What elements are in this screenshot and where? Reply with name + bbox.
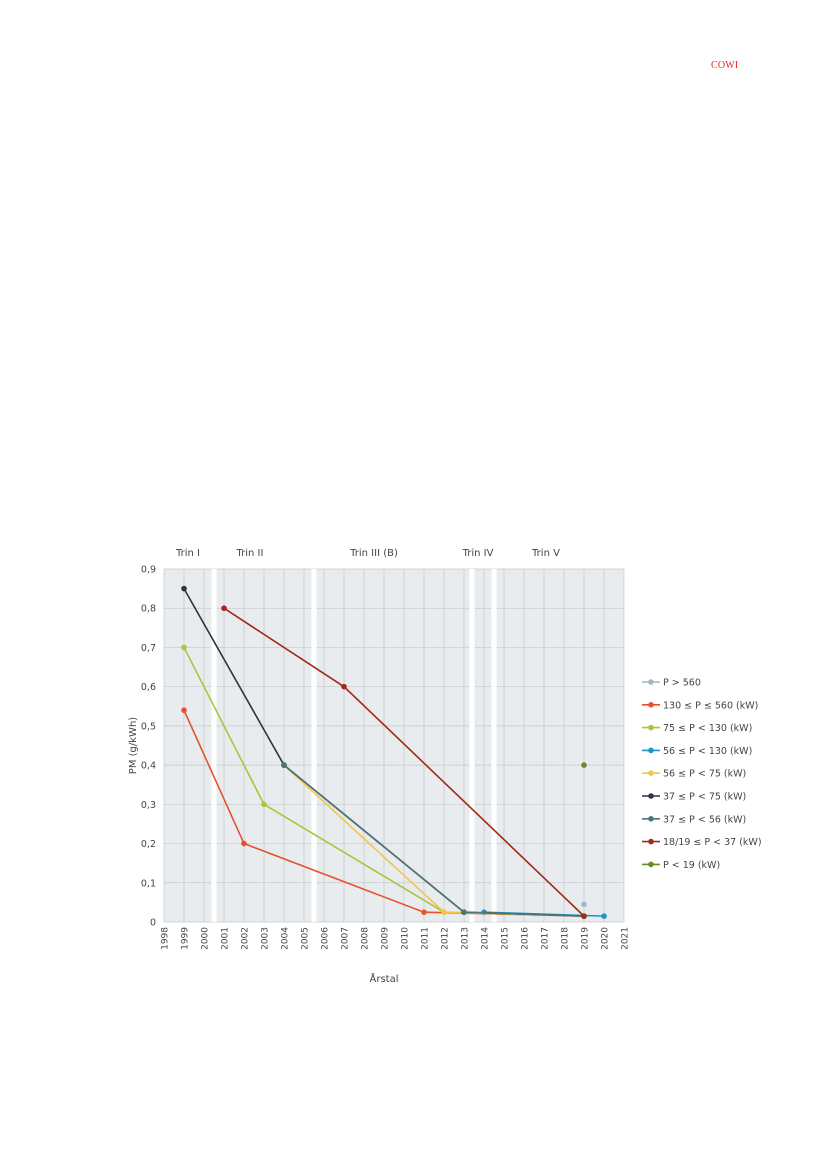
stage-separator: [491, 569, 497, 922]
x-tick-label: 2001: [221, 927, 231, 950]
legend-item: 130 ≤ P ≤ 560 (kW): [642, 700, 758, 711]
stage-label: Trin V: [531, 548, 560, 559]
x-tick-label: 2015: [501, 927, 511, 950]
x-tick-label: 2002: [241, 927, 251, 950]
data-point: [341, 683, 347, 690]
x-tick-label: 2017: [541, 927, 551, 950]
y-tick-label: 0,1: [141, 878, 156, 889]
y-tick-label: 0,9: [141, 565, 156, 576]
x-tick-label: 1999: [181, 927, 191, 950]
data-point: [581, 762, 587, 768]
legend-label: 37 ≤ P < 75 (kW): [663, 792, 746, 803]
legend-swatch-marker: [648, 770, 654, 776]
x-tick-label: 2016: [521, 927, 531, 950]
y-tick-label: 0,7: [141, 643, 156, 654]
x-tick-label: 2021: [621, 927, 631, 950]
y-tick-label: 0,3: [141, 800, 156, 811]
legend-swatch-marker: [648, 747, 654, 754]
legend-swatch-marker: [648, 724, 654, 731]
x-tick-label: 2008: [361, 927, 371, 950]
legend-label: 130 ≤ P ≤ 560 (kW): [663, 700, 758, 711]
data-point: [281, 762, 287, 768]
y-tick-label: 0,6: [141, 682, 156, 693]
stage-separator: [311, 569, 317, 922]
data-point: [581, 901, 587, 908]
x-tick-label: 2003: [261, 927, 271, 950]
x-tick-label: 2014: [481, 927, 491, 950]
legend-label: P > 560: [663, 678, 701, 689]
legend-item: 56 ≤ P < 130 (kW): [642, 746, 752, 757]
legend-item: 56 ≤ P < 75 (kW): [642, 769, 746, 780]
data-point: [181, 644, 187, 651]
x-tick-label: 2004: [281, 927, 291, 950]
x-tick-label: 2005: [301, 927, 311, 950]
legend-label: 18/19 ≤ P < 37 (kW): [663, 837, 762, 848]
plot-area: [164, 569, 624, 922]
legend-label: 75 ≤ P < 130 (kW): [663, 723, 752, 734]
legend-swatch-marker: [648, 838, 654, 845]
x-tick-label: 2019: [581, 927, 591, 950]
y-tick-label: 0,5: [141, 721, 156, 732]
legend-label: 37 ≤ P < 56 (kW): [663, 814, 746, 825]
legend-label: 56 ≤ P < 130 (kW): [663, 746, 752, 757]
x-axis-title: Årstal: [370, 972, 399, 985]
x-tick-label: 2010: [401, 927, 411, 950]
stage-label: Trin IV: [462, 548, 494, 559]
legend-swatch-marker: [648, 793, 654, 799]
stage-label: Trin II: [236, 548, 264, 559]
data-point: [181, 585, 187, 592]
data-point: [261, 801, 267, 808]
data-point: [241, 840, 247, 847]
legend-item: 37 ≤ P < 56 (kW): [642, 814, 746, 825]
legend-swatch-marker: [648, 861, 654, 868]
y-tick-label: 0: [150, 918, 156, 929]
data-point: [461, 909, 467, 915]
data-point: [441, 909, 447, 915]
x-tick-label: 2000: [201, 927, 211, 950]
legend-item: P > 560: [642, 678, 701, 689]
company-logo: COWI: [711, 60, 739, 71]
stage-label: Trin III (B): [349, 548, 398, 559]
y-axis-title: PM (g/kWh): [128, 717, 139, 774]
data-point: [581, 913, 587, 919]
data-point: [181, 707, 187, 713]
stage-separator: [469, 569, 475, 922]
stage-separator: [211, 569, 217, 922]
x-tick-label: 2018: [561, 927, 571, 950]
x-tick-label: 2007: [341, 927, 351, 950]
stage-label: Trin I: [175, 548, 200, 559]
x-tick-label: 2009: [381, 927, 391, 950]
legend-swatch-marker: [648, 679, 654, 685]
legend-swatch-marker: [648, 702, 654, 708]
y-tick-label: 0,2: [141, 839, 156, 850]
legend-label: 56 ≤ P < 75 (kW): [663, 769, 746, 780]
x-tick-label: 2013: [461, 927, 471, 950]
data-point: [601, 913, 607, 919]
y-tick-label: 0,8: [141, 604, 156, 615]
x-tick-label: 2011: [421, 927, 431, 950]
data-point: [421, 909, 427, 915]
x-tick-label: 2020: [601, 927, 611, 950]
legend-item: P < 19 (kW): [642, 860, 720, 871]
x-tick-label: 2006: [321, 927, 331, 950]
x-tick-label: 1998: [161, 927, 171, 950]
legend-item: 37 ≤ P < 75 (kW): [642, 792, 746, 803]
y-tick-label: 0,4: [141, 761, 156, 772]
data-point: [221, 605, 227, 612]
legend-swatch-marker: [648, 816, 654, 822]
legend-item: 75 ≤ P < 130 (kW): [642, 723, 752, 734]
legend-label: P < 19 (kW): [663, 860, 720, 871]
x-tick-label: 2012: [441, 927, 451, 950]
legend-item: 18/19 ≤ P < 37 (kW): [642, 837, 762, 848]
